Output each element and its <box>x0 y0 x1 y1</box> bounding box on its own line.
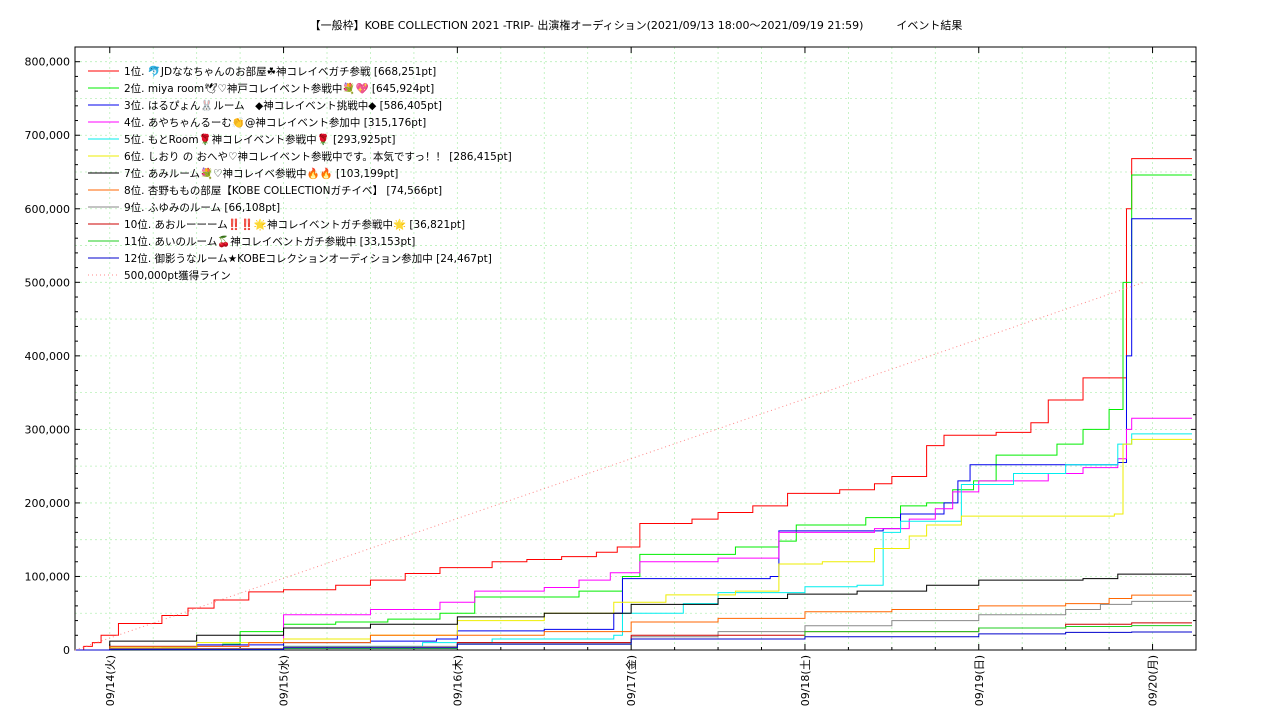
x-tick-label: 09/14(火) <box>104 655 117 706</box>
x-tick-label: 09/20(月) <box>1147 655 1160 706</box>
y-tick-label: 800,000 <box>25 56 71 69</box>
x-tick-label: 09/16(木) <box>451 655 464 706</box>
legend-label: 7位. あみルーム💐♡神コレイベ参戦中🔥🔥 [103,199pt] <box>124 167 398 180</box>
x-tick-label: 09/19(日) <box>973 655 986 706</box>
y-tick-label: 0 <box>63 644 70 657</box>
y-tick-label: 600,000 <box>25 203 71 216</box>
legend-label: 10位. あおルーーーム‼️‼️🌟神コレイベントガチ参戦中🌟 [36,821pt… <box>124 218 465 231</box>
legend-label: 8位. 杏野ももの部屋【KOBE COLLECTIONガチイベ】 [74,566… <box>124 184 442 197</box>
legend-label: 6位. しおり の おへや♡神コレイベント参戦中です。本気ですっ！！ [286,… <box>124 150 512 163</box>
series-line-8 <box>75 594 1192 651</box>
y-tick-label: 200,000 <box>25 497 71 510</box>
series-line-13 <box>74 281 1145 651</box>
legend: 1位. 🐬JDななちゃんのお部屋☘神コレイベガチ参戦 [668,251pt] 2位… <box>88 65 512 282</box>
series-line-9 <box>75 600 1192 651</box>
y-tick-label: 400,000 <box>25 350 71 363</box>
x-tick-label: 09/17(金) <box>624 655 638 706</box>
legend-label: 4位. あやちゃんるーむ👏@神コレイベント参加中 [315,176pt] <box>124 116 426 129</box>
legend-label: 5位. もとRoom🌹神コレイベント参戦中🌹 [293,925pt] <box>124 133 395 146</box>
chart-title: 【一般枠】KOBE COLLECTION 2021 -TRIP- 出演権オーディ… <box>310 18 963 32</box>
legend-label: 11位. あいのルーム🍒神コレイベントガチ参戦中 [33,153pt] <box>124 235 415 248</box>
y-tick-label: 700,000 <box>25 129 71 142</box>
x-tick-label: 09/15(水) <box>278 655 291 706</box>
x-tick-label: 09/18(土) <box>799 655 812 706</box>
y-tick-label: 100,000 <box>25 570 71 583</box>
series-line-12 <box>75 631 1192 651</box>
series-line-1 <box>75 158 1192 651</box>
legend-label: 12位. 御影うなルーム★KOBEコレクションオーディション参加中 [24,46… <box>124 252 492 265</box>
series-lines <box>74 158 1192 651</box>
series-line-4 <box>75 417 1192 651</box>
series-line-6 <box>75 438 1192 651</box>
legend-label: 2位. miya room🕊♡神戸コレイベント参戦中💐💖 [645,924pt] <box>124 82 434 95</box>
y-axis: 0 100,000 200,000 300,000 400,000 500,000 600,… <box>25 56 1196 657</box>
plot-frame <box>74 46 1197 651</box>
y-tick-label: 500,000 <box>25 276 71 289</box>
y-tick-label: 300,000 <box>25 423 71 436</box>
series-line-3 <box>75 218 1192 651</box>
legend-label: 9位. ふゆみのルーム [66,108pt] <box>124 201 280 214</box>
series-line-7 <box>75 573 1192 651</box>
series-line-2 <box>75 174 1192 651</box>
x-axis: 09/14(火) 09/15(水) 09/16(木) 09/17(金) 09/18(土)… <box>104 47 1197 706</box>
grid <box>75 47 1197 650</box>
legend-label: 3位. はるぴょん🐰ルーム ◆神コレイベント挑戦中◆ [586,405pt] <box>124 99 442 112</box>
legend-label: 1位. 🐬JDななちゃんのお部屋☘神コレイベガチ参戦 [668,251pt] <box>124 65 436 78</box>
series-line-5 <box>75 433 1192 651</box>
legend-label: 500,000pt獲得ライン <box>124 269 231 282</box>
